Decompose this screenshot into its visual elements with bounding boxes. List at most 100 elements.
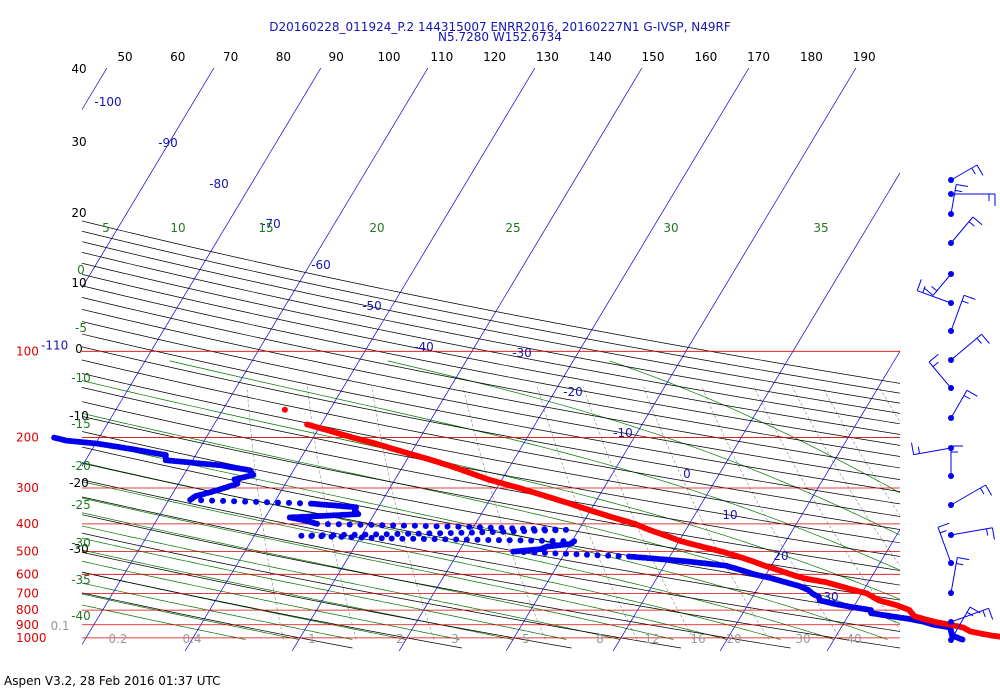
wind-barb-flag	[922, 286, 926, 293]
isotherm-line	[398, 68, 750, 651]
mixing-ratio-label: 1	[308, 632, 316, 646]
dewpoint-point	[573, 551, 580, 558]
top-scale-label: 140	[589, 50, 612, 64]
mixing-ratio-line	[307, 386, 357, 640]
dewpoint-point	[538, 537, 545, 544]
dry-adiabat-line	[82, 241, 900, 404]
dry-adiabat-line	[82, 333, 900, 492]
dewpoint-point	[506, 537, 513, 544]
dewpoint-point	[433, 523, 440, 530]
top-scale-label: 80	[276, 50, 291, 64]
wind-barb-station	[948, 590, 954, 596]
wind-barb-flag	[928, 353, 939, 363]
left-scale-label: 10	[71, 276, 86, 290]
mixing-ratio-label: 2	[396, 632, 404, 646]
moist-adiabat-line	[387, 360, 900, 536]
moist-adiabat-line	[82, 593, 300, 640]
wind-barb-flag	[985, 484, 993, 496]
dewpoint-point	[275, 499, 281, 506]
dewpoint-point	[324, 521, 331, 528]
wind-barb-station	[948, 357, 954, 363]
wind-barb-flag	[972, 216, 983, 226]
dewpoint-point	[420, 536, 427, 542]
dewpoint-point	[458, 529, 465, 536]
moist-adiabat-label: -25	[71, 498, 91, 512]
dewpoint-point	[487, 524, 494, 531]
wind-barb-station	[948, 177, 954, 183]
moist-adiabat-line	[82, 525, 621, 640]
dry-adiabat-line	[82, 251, 900, 414]
wind-barb-staff	[950, 390, 968, 419]
moist-adiabat-label: -20	[71, 459, 91, 473]
moist-adiabat-label: 25	[505, 221, 520, 235]
dewpoint-point	[209, 497, 216, 504]
wind-barb-flag	[966, 389, 978, 397]
dewpoint-point	[496, 537, 502, 544]
dewpoint-point	[286, 499, 292, 506]
moist-adiabat-label: 20	[369, 221, 384, 235]
top-scale-label: 50	[117, 50, 132, 64]
wind-barb-flag	[988, 608, 994, 620]
pressure-tick-label: 200	[16, 431, 39, 445]
dewpoint-point	[368, 521, 375, 528]
dewpoint-point	[479, 529, 486, 536]
dewpoint-point	[605, 552, 612, 559]
mixing-ratio-line	[792, 386, 900, 567]
wind-barb-flag	[957, 557, 970, 561]
dewpoint-point	[335, 521, 342, 528]
dewpoint-point	[388, 535, 395, 542]
wind-barb-station	[948, 619, 954, 625]
dewpoint-point	[308, 500, 314, 507]
temperature-point-isolated	[281, 406, 288, 413]
wind-barb-station	[948, 445, 954, 451]
dry-adiabat-line	[82, 551, 572, 649]
wind-barb-staff	[937, 527, 952, 564]
dry-adiabat-line	[82, 479, 900, 632]
mixing-ratio-line	[753, 386, 900, 631]
dewpoint-point	[401, 522, 407, 529]
wind-barb-flag	[911, 442, 915, 455]
wind-barb-flag	[981, 333, 990, 344]
moist-adiabat-line	[82, 380, 900, 600]
wind-barb-station	[948, 240, 954, 246]
mixing-ratio-label: 5	[522, 632, 530, 646]
wind-barb-flag	[963, 294, 976, 300]
left-scale-label: 30	[71, 135, 86, 149]
wind-barb-flag	[982, 610, 986, 618]
dry-adiabat-line	[82, 285, 900, 446]
top-scale-label: 160	[694, 50, 717, 64]
isotherm-line	[612, 172, 900, 651]
left-scale-label: -30	[69, 542, 89, 556]
dewpoint-point	[485, 537, 492, 543]
wind-barb-flag	[956, 184, 969, 187]
dewpoint-point	[411, 522, 418, 529]
wind-barb-flag	[932, 361, 939, 367]
dry-adiabat-line	[82, 462, 900, 616]
dewpoint-point	[477, 524, 483, 531]
isotherm-label: -70	[261, 217, 281, 231]
dewpoint-point	[378, 535, 385, 542]
wind-barb-flag	[971, 167, 976, 175]
top-scale-label: 130	[536, 50, 559, 64]
wind-barb-station	[948, 502, 954, 508]
isotherm-label: -30	[512, 346, 532, 360]
mixing-ratio-label: 0.2	[108, 632, 127, 646]
dewpoint-point	[253, 498, 260, 505]
isotherm-label: -90	[158, 136, 178, 150]
top-scale-label: 120	[483, 50, 506, 64]
wind-barb-station	[948, 385, 954, 391]
dewpoint-point	[383, 531, 390, 538]
mixing-ratio-label: 12	[644, 632, 659, 646]
dewpoint-point	[220, 497, 227, 504]
top-scale-label: 100	[378, 50, 401, 64]
wind-barb-flag	[991, 527, 995, 540]
moist-adiabat-label: 15	[258, 221, 273, 235]
moist-adiabat-label: 5	[102, 221, 110, 235]
dewpoint-point	[422, 523, 429, 529]
dry-adiabat-line	[82, 373, 900, 530]
dewpoint-point	[541, 526, 548, 533]
wind-barb-flag	[979, 487, 985, 495]
isotherm-line	[82, 68, 429, 646]
wind-barb-station	[948, 415, 954, 421]
